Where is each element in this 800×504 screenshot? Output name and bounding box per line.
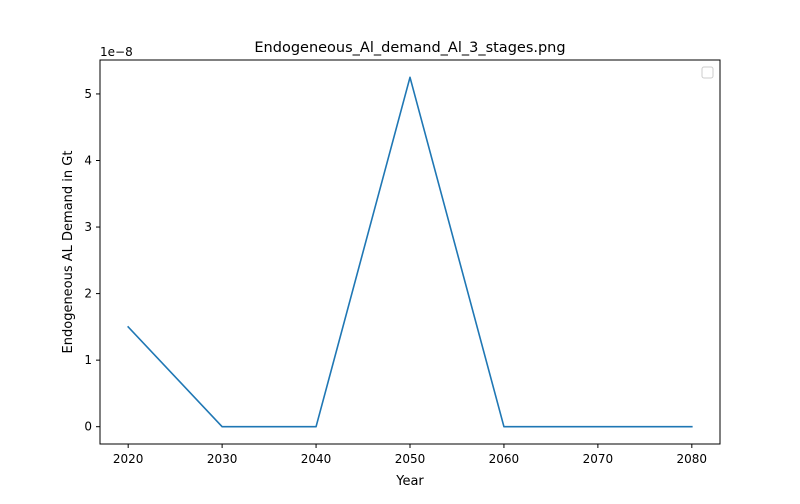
y-tick-label: 0 xyxy=(84,420,92,434)
x-tick-label: 2040 xyxy=(301,452,332,466)
y-tick-label: 5 xyxy=(84,87,92,101)
y-tick-label: 2 xyxy=(84,287,92,301)
x-tick-label: 2080 xyxy=(677,452,708,466)
y-axis-label: Endogeneous AL Demand in Gt xyxy=(61,151,76,354)
legend-box xyxy=(701,66,714,79)
x-tick-label: 2060 xyxy=(489,452,520,466)
x-axis-label: Year xyxy=(395,474,424,489)
series-line xyxy=(127,76,693,428)
x-tick-label: 2050 xyxy=(395,452,426,466)
plot-area-frame xyxy=(99,59,721,445)
x-tick-label: 2020 xyxy=(113,452,144,466)
y-tick-label: 3 xyxy=(84,220,92,234)
axis-ticks: 2020 2030 2040 2050 2060 2070 2080 0 1 2 3 4 5 xyxy=(84,87,707,466)
chart-title: Endogeneous_Al_demand_Al_3_stages.png xyxy=(254,40,565,56)
y-axis-offset-label: 1e−8 xyxy=(100,45,133,59)
x-tick-label: 2070 xyxy=(583,452,614,466)
y-tick-label: 4 xyxy=(84,153,92,167)
x-tick-label: 2030 xyxy=(207,452,238,466)
y-tick-label: 1 xyxy=(84,353,92,367)
data-series xyxy=(127,76,693,428)
